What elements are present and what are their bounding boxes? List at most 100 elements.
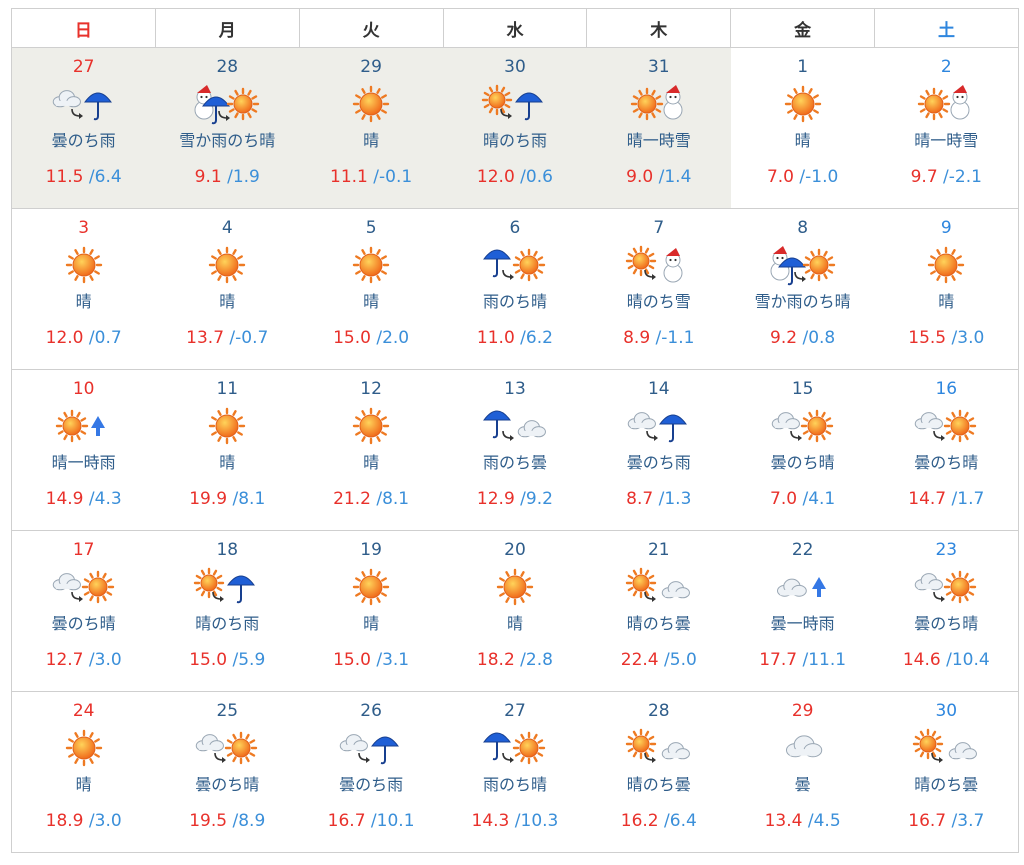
day-cell[interactable]: 2 晴一時雪 9.7 /-2.1 [874, 47, 1019, 209]
sun-shape [918, 87, 951, 121]
day-cell[interactable]: 3 晴 12.0 /0.7 [11, 208, 156, 370]
day-cell[interactable]: 8 雪か雨のち晴 9.2 /0.8 [730, 208, 875, 370]
day-cell[interactable]: 24 晴 18.9 /3.0 [11, 691, 156, 853]
day-number: 5 [365, 218, 377, 238]
high-temperature: 13.4 [764, 811, 803, 831]
high-temperature: 12.0 [45, 328, 84, 348]
day-cell[interactable]: 31 晴一時雪 9.0 /1.4 [586, 47, 731, 209]
sun-icon [65, 729, 102, 767]
day-number: 11 [216, 379, 239, 399]
day-number: 13 [504, 379, 526, 399]
day-cell[interactable]: 20 晴 18.2 /2.8 [443, 530, 587, 692]
temperature-separator: / [797, 328, 809, 348]
rain-then-sun-icon [482, 731, 546, 765]
day-cell[interactable]: 27 雨のち晴 14.3 /10.3 [443, 691, 587, 853]
day-cell[interactable]: 6 雨のち晴 11.0 /6.2 [443, 208, 587, 370]
day-cell[interactable]: 1 晴 7.0 /-1.0 [730, 47, 875, 209]
day-number: 9 [940, 218, 952, 238]
temperature-separator: / [946, 489, 958, 509]
cloud-shape [949, 742, 978, 760]
temperature-pair: 16.7 /10.1 [299, 810, 443, 832]
day-cell[interactable]: 22 曇一時雨 17.7 /11.1 [730, 530, 875, 692]
sun-then-cloud-icon [913, 728, 978, 763]
weather-text: 晴 [363, 614, 380, 633]
day-number: 27 [504, 701, 526, 721]
day-cell[interactable]: 11 晴 19.9 /8.1 [155, 369, 300, 531]
cloud-occasional-rain-icon [776, 577, 826, 597]
day-cell[interactable]: 26 曇のち雨 16.7 /10.1 [299, 691, 444, 853]
cloud-shape [339, 734, 369, 752]
low-temperature: -0.1 [379, 167, 413, 187]
weather-text: 曇のち晴 [914, 614, 979, 633]
day-cell[interactable]: 12 晴 21.2 /8.1 [299, 369, 444, 531]
day-cell[interactable]: 23 曇のち晴 14.6 /10.4 [874, 530, 1019, 692]
day-number: 4 [221, 218, 233, 238]
day-cell[interactable]: 9 晴 15.5 /3.0 [874, 208, 1019, 370]
temperature-pair: 13.7 /-0.7 [155, 327, 299, 349]
temperature-separator: / [509, 811, 521, 831]
temperature-pair: 14.3 /10.3 [443, 810, 587, 832]
day-cell[interactable]: 4 晴 13.7 /-0.7 [155, 208, 300, 370]
temperature-separator: / [83, 811, 95, 831]
sun-then-snow-icon [625, 245, 683, 283]
high-temperature: 15.0 [333, 650, 371, 670]
day-cell[interactable]: 21 晴のち曇 22.4 /5.0 [586, 530, 731, 692]
snow-or-rain-then-sun-icon [194, 85, 260, 125]
temperature-separator: / [83, 167, 95, 187]
high-temperature: 15.0 [189, 650, 228, 670]
day-cell[interactable]: 28 雪か雨のち晴 9.1 /1.9 [155, 47, 300, 209]
occasional-arrow-shape [811, 577, 826, 597]
low-temperature: 2.8 [525, 650, 553, 670]
weather-text: 晴 [363, 131, 380, 150]
temperature-pair: 14.6 /10.4 [875, 649, 1018, 671]
low-temperature: 4.1 [808, 489, 836, 509]
then-arrow-shape [214, 752, 227, 763]
day-number: 1 [797, 57, 809, 77]
temperature-separator: / [83, 328, 95, 348]
low-temperature: 8.1 [382, 489, 410, 509]
day-number: 10 [72, 379, 95, 399]
day-number: 2 [940, 57, 952, 77]
week-row: 10 晴一時雨 14.9 /4.3 11 晴 19.9 /8.1 12 晴 21.2 /8.1 1… [11, 369, 1019, 531]
day-cell[interactable]: 13 雨のち曇 12.9 /9.2 [443, 369, 587, 531]
temperature-separator: / [370, 489, 383, 509]
weather-text: 曇一時雨 [770, 614, 835, 633]
weather-text: 雪か雨のち晴 [754, 292, 851, 311]
low-temperature: 3.0 [94, 650, 122, 670]
day-cell[interactable]: 7 晴のち雪 8.9 /-1.1 [586, 208, 731, 370]
sun-shape [496, 568, 534, 606]
day-cell[interactable]: 30 晴のち雨 12.0 /0.6 [443, 47, 587, 209]
day-cell[interactable]: 29 曇 13.4 /4.5 [730, 691, 875, 853]
day-cell[interactable]: 5 晴 15.0 /2.0 [299, 208, 444, 370]
day-cell[interactable]: 14 曇のち雨 8.7 /1.3 [586, 369, 731, 531]
day-cell[interactable]: 28 晴のち曇 16.2 /6.4 [586, 691, 731, 853]
weather-text: 晴のち雨 [195, 614, 260, 633]
temperature-pair: 14.9 /4.3 [12, 488, 155, 510]
day-cell[interactable]: 30 晴のち曇 16.7 /3.7 [874, 691, 1019, 853]
day-cell[interactable]: 19 晴 15.0 /3.1 [299, 530, 444, 692]
temperature-pair: 12.0 /0.6 [443, 166, 587, 188]
day-cell[interactable]: 18 晴のち雨 15.0 /5.9 [155, 530, 300, 692]
weather-text: 晴 [363, 453, 380, 472]
weather-text: 晴のち雨 [482, 131, 547, 150]
sun-icon [352, 568, 390, 606]
temperature-pair: 9.1 /1.9 [155, 166, 299, 188]
day-cell[interactable]: 17 曇のち晴 12.7 /3.0 [11, 530, 156, 692]
low-temperature: 2.0 [382, 328, 410, 348]
day-cell[interactable]: 10 晴一時雨 14.9 /4.3 [11, 369, 156, 531]
day-cell[interactable]: 29 晴 11.1 /-0.1 [299, 47, 444, 209]
weather-text: 晴一時雨 [51, 453, 116, 472]
day-cell[interactable]: 25 曇のち晴 19.5 /8.9 [155, 691, 300, 853]
high-temperature: 12.0 [476, 167, 515, 187]
temperature-separator: / [367, 167, 380, 187]
then-arrow-shape [70, 591, 83, 602]
sun-then-rain-icon [481, 84, 543, 121]
high-temperature: 13.7 [186, 328, 225, 348]
day-cell[interactable]: 16 曇のち晴 14.7 /1.7 [874, 369, 1019, 531]
then-arrow-shape [931, 752, 944, 763]
week-row: 24 晴 18.9 /3.0 25 曇のち晴 19.5 /8.9 26 曇のち雨 16.7 /1… [11, 691, 1019, 853]
weather-text: 雪か雨のち晴 [179, 131, 276, 150]
day-cell[interactable]: 15 曇のち晴 7.0 /4.1 [730, 369, 875, 531]
day-cell[interactable]: 27 曇のち雨 11.5 /6.4 [11, 47, 156, 209]
weather-text: 雨のち曇 [482, 453, 547, 472]
